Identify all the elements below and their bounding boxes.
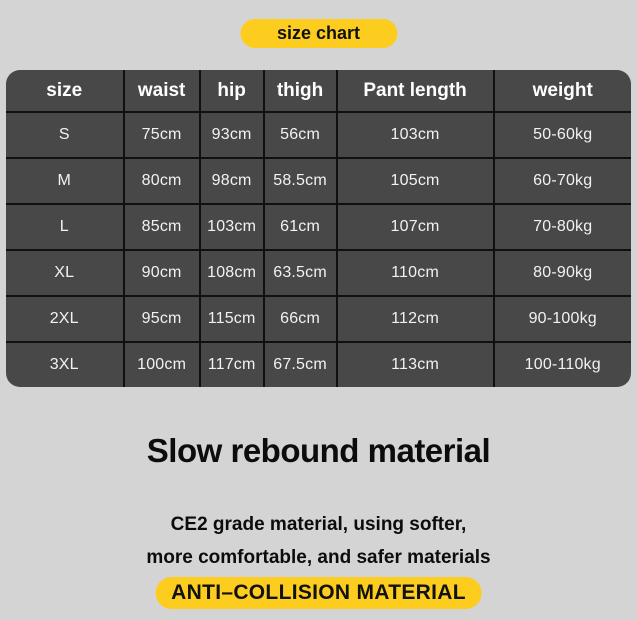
cell-waist: 95cm: [122, 295, 201, 343]
cell-weight: 50-60kg: [492, 111, 631, 159]
table-row-m: M 80cm 98cm 58.5cm 105cm 60-70kg: [6, 157, 631, 205]
material-description-line2: more comfortable, and safer materials: [146, 547, 491, 568]
column-header-weight: weight: [492, 70, 631, 113]
cell-pant-length: 110cm: [335, 249, 495, 297]
size-chart-badge: size chart: [239, 19, 398, 48]
cell-weight: 90-100kg: [492, 295, 631, 343]
cell-thigh: 61cm: [262, 203, 338, 251]
cell-hip: 98cm: [198, 157, 265, 205]
size-table-container: size waist hip thigh Pant length weight …: [6, 70, 631, 387]
cell-size: M: [6, 157, 125, 205]
table-header-row: size waist hip thigh Pant length weight: [6, 70, 631, 113]
column-header-size: size: [6, 70, 125, 113]
cell-waist: 85cm: [122, 203, 201, 251]
cell-hip: 115cm: [198, 295, 265, 343]
table-row-l: L 85cm 103cm 61cm 107cm 70-80kg: [6, 203, 631, 251]
cell-pant-length: 105cm: [335, 157, 495, 205]
cell-size: 3XL: [6, 341, 125, 387]
table-row-2xl: 2XL 95cm 115cm 66cm 112cm 90-100kg: [6, 295, 631, 343]
cell-weight: 70-80kg: [492, 203, 631, 251]
cell-thigh: 67.5cm: [262, 341, 338, 387]
cell-pant-length: 113cm: [335, 341, 495, 387]
material-description: CE2 grade material, using softer, more c…: [0, 508, 637, 574]
material-description-line1: CE2 grade material, using softer,: [170, 514, 467, 535]
table-row-xl: XL 90cm 108cm 63.5cm 110cm 80-90kg: [6, 249, 631, 297]
cell-size: S: [6, 111, 125, 159]
cell-weight: 100-110kg: [492, 341, 631, 387]
cell-weight: 60-70kg: [492, 157, 631, 205]
table-row-3xl: 3XL 100cm 117cm 67.5cm 113cm 100-110kg: [6, 341, 631, 387]
cell-thigh: 63.5cm: [262, 249, 338, 297]
anti-collision-badge: ANTI–COLLISION MATERIAL: [155, 577, 482, 609]
column-header-waist: waist: [122, 70, 201, 113]
cell-weight: 80-90kg: [492, 249, 631, 297]
cell-thigh: 66cm: [262, 295, 338, 343]
cell-hip: 103cm: [198, 203, 265, 251]
column-header-hip: hip: [198, 70, 265, 113]
cell-thigh: 58.5cm: [262, 157, 338, 205]
cell-size: L: [6, 203, 125, 251]
cell-hip: 93cm: [198, 111, 265, 159]
cell-waist: 80cm: [122, 157, 201, 205]
cell-thigh: 56cm: [262, 111, 338, 159]
cell-pant-length: 103cm: [335, 111, 495, 159]
column-header-thigh: thigh: [262, 70, 338, 113]
cell-pant-length: 112cm: [335, 295, 495, 343]
column-header-pant-length: Pant length: [335, 70, 495, 113]
cell-hip: 117cm: [198, 341, 265, 387]
cell-size: 2XL: [6, 295, 125, 343]
cell-waist: 90cm: [122, 249, 201, 297]
cell-pant-length: 107cm: [335, 203, 495, 251]
cell-waist: 100cm: [122, 341, 201, 387]
cell-size: XL: [6, 249, 125, 297]
material-heading: Slow rebound material: [146, 432, 491, 469]
cell-hip: 108cm: [198, 249, 265, 297]
cell-waist: 75cm: [122, 111, 201, 159]
table-row-s: S 75cm 93cm 56cm 103cm 50-60kg: [6, 111, 631, 159]
size-table: size waist hip thigh Pant length weight …: [6, 70, 631, 387]
